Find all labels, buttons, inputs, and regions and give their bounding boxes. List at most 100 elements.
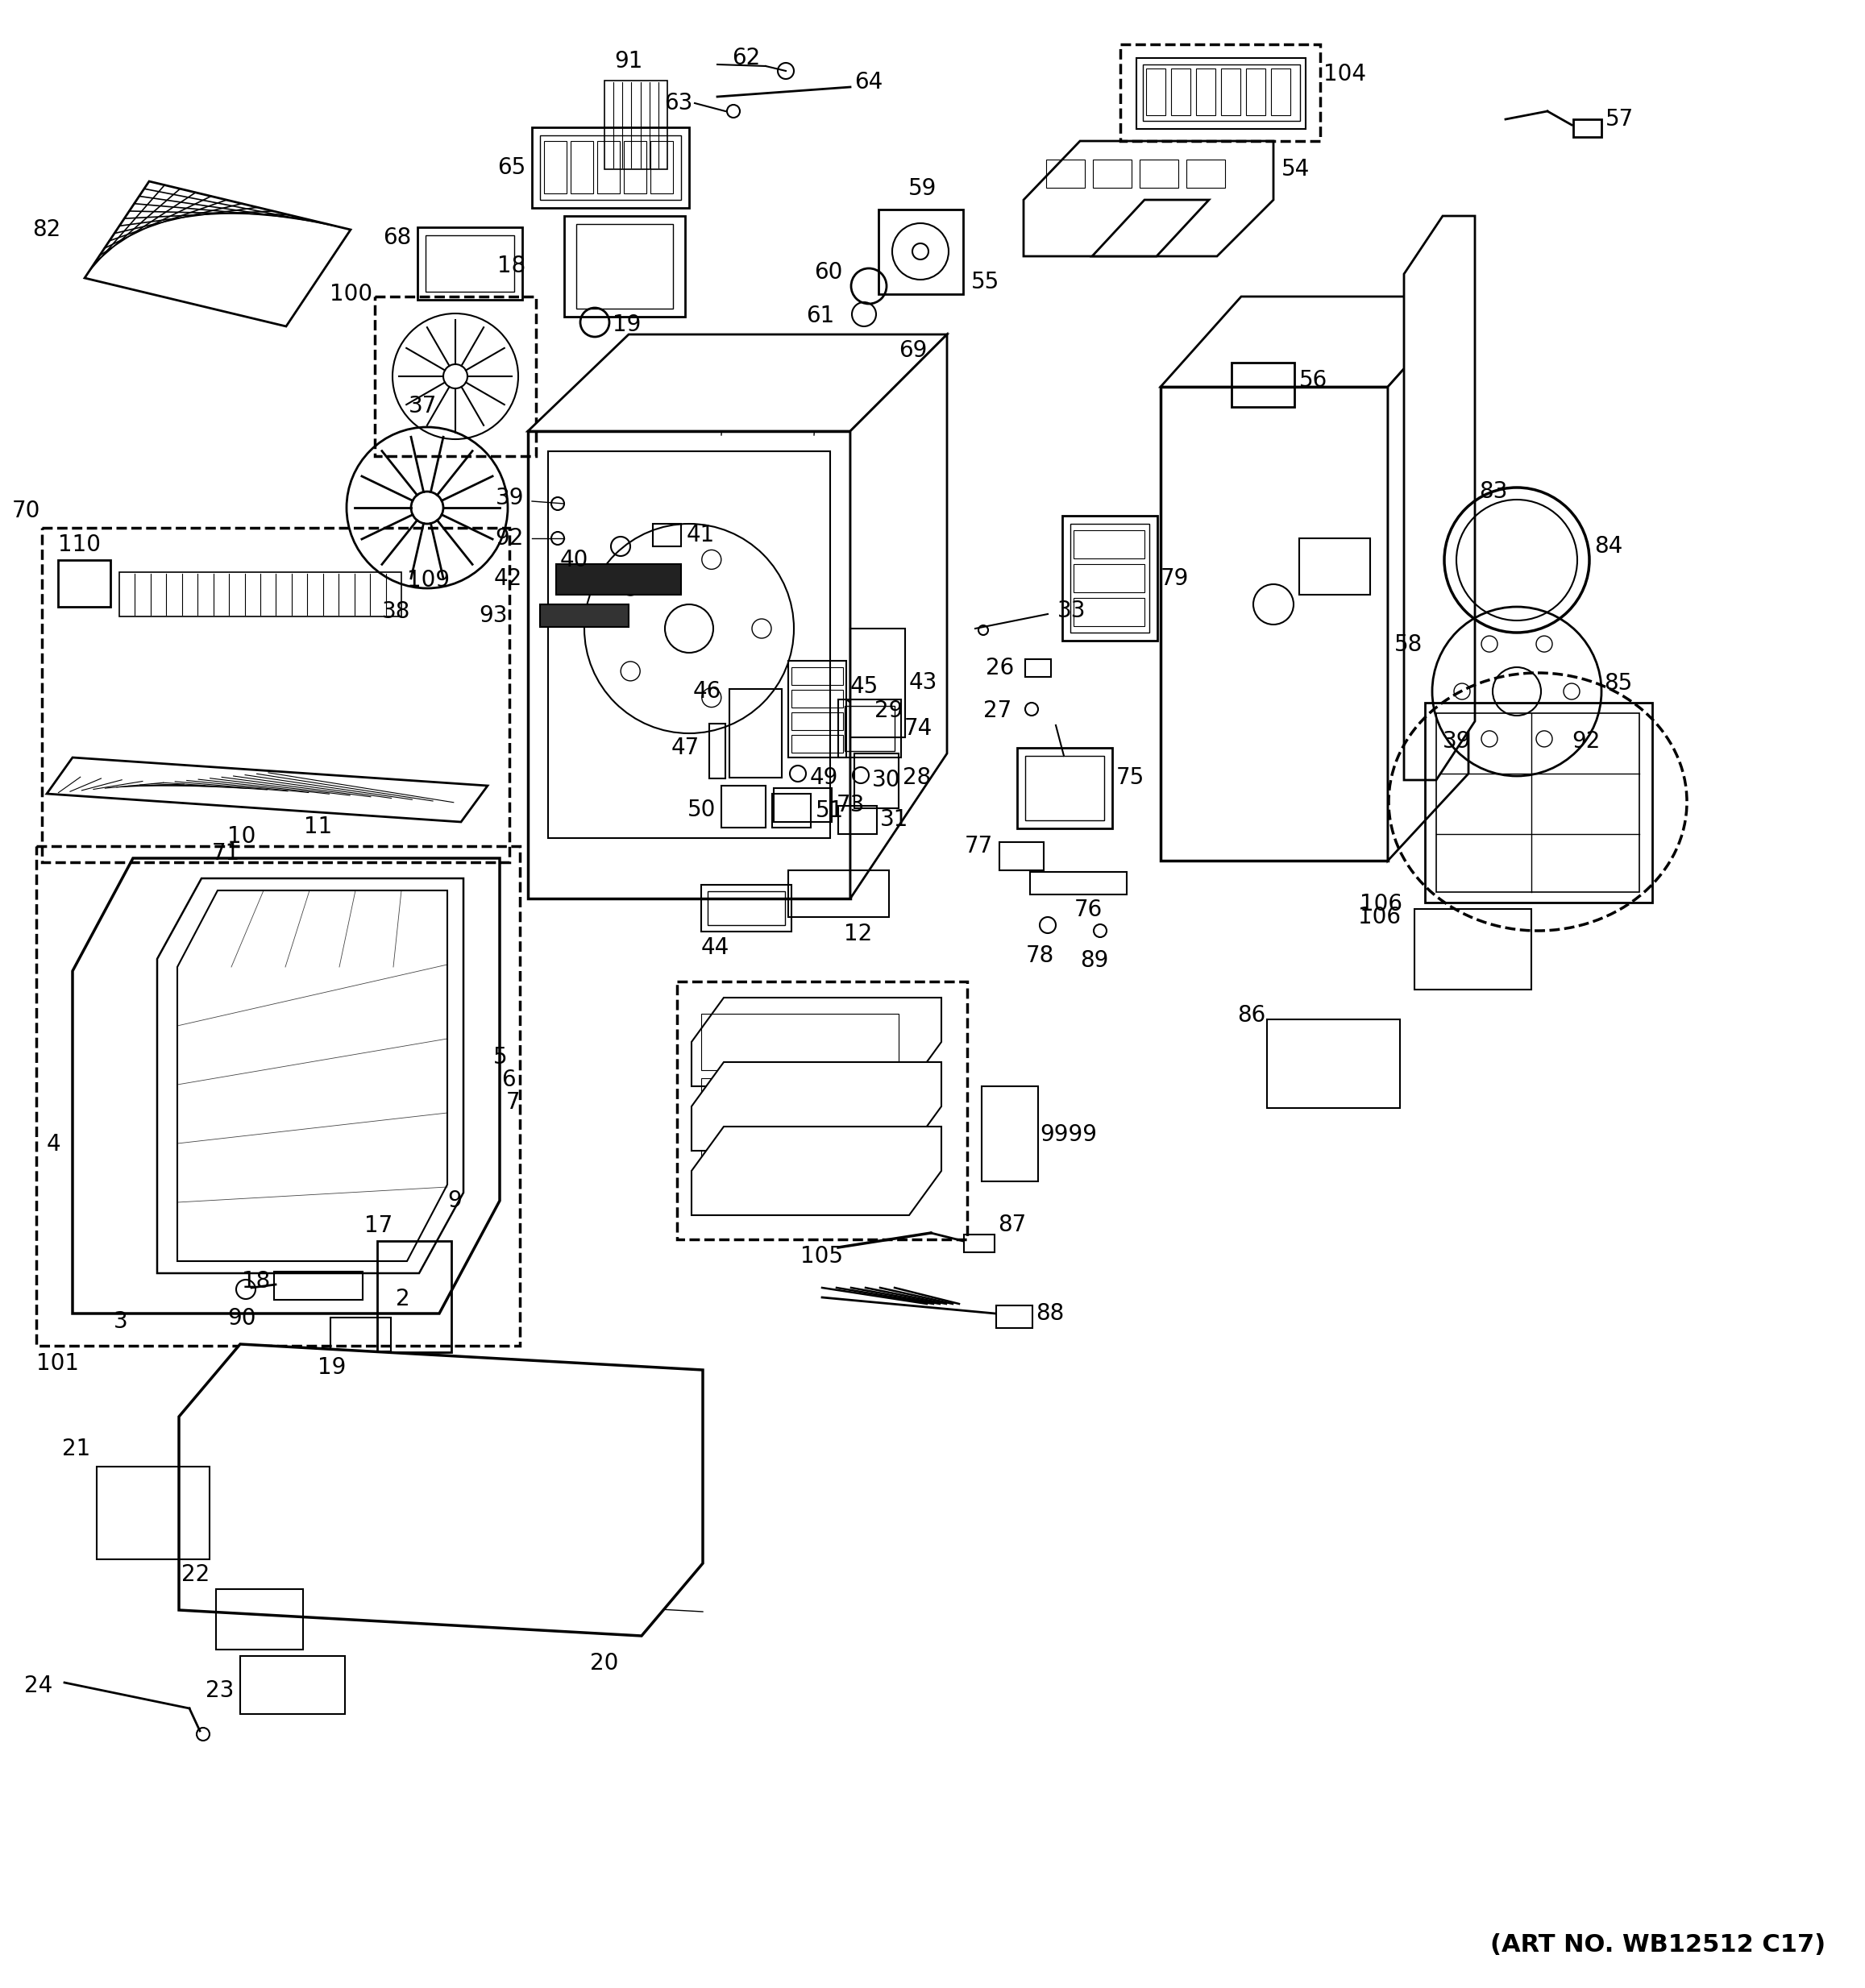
Bar <box>1074 565 1145 592</box>
Text: 79: 79 <box>1160 567 1190 590</box>
Bar <box>651 141 673 193</box>
Bar <box>791 736 843 753</box>
Bar <box>35 847 520 1346</box>
Bar <box>1074 531 1145 559</box>
Bar <box>216 1588 302 1650</box>
Bar <box>964 1235 994 1252</box>
Bar <box>850 628 905 738</box>
Bar <box>791 712 843 730</box>
Bar <box>701 1014 899 1070</box>
Text: 29: 29 <box>875 700 903 722</box>
Bar <box>41 529 509 863</box>
Bar <box>837 805 877 835</box>
Bar <box>375 296 535 455</box>
Bar <box>722 785 767 827</box>
Text: 40: 40 <box>559 549 587 571</box>
Polygon shape <box>1160 388 1388 861</box>
Bar <box>597 141 619 193</box>
Text: 64: 64 <box>854 72 882 93</box>
Bar <box>774 787 832 821</box>
Text: 47: 47 <box>671 736 699 759</box>
Bar <box>576 225 673 308</box>
Text: 54: 54 <box>1281 157 1309 181</box>
Text: 65: 65 <box>498 157 526 179</box>
Text: 92: 92 <box>496 527 524 549</box>
Polygon shape <box>850 334 947 899</box>
Bar <box>548 451 830 839</box>
Bar <box>845 706 895 751</box>
Text: 78: 78 <box>1026 944 1054 966</box>
Text: 75: 75 <box>1117 765 1145 789</box>
Bar <box>707 891 785 924</box>
Text: 56: 56 <box>1300 370 1328 392</box>
Bar <box>1171 68 1190 115</box>
Text: 82: 82 <box>32 219 60 241</box>
Bar <box>1300 539 1371 594</box>
Bar <box>1026 660 1052 676</box>
Text: 59: 59 <box>908 177 936 201</box>
Text: 87: 87 <box>998 1213 1026 1237</box>
Bar <box>878 209 962 294</box>
Bar <box>1272 68 1291 115</box>
Text: 104: 104 <box>1324 64 1365 85</box>
Text: 27: 27 <box>983 700 1011 722</box>
Bar <box>541 135 681 201</box>
Bar <box>545 141 567 193</box>
Bar <box>1246 68 1264 115</box>
Bar <box>701 885 791 932</box>
Bar <box>1046 159 1085 187</box>
Text: 61: 61 <box>806 304 834 328</box>
Bar <box>1140 159 1179 187</box>
Bar <box>1147 68 1166 115</box>
Text: 28: 28 <box>903 765 931 789</box>
Polygon shape <box>528 334 947 431</box>
Text: 19: 19 <box>612 314 642 336</box>
Bar <box>1436 714 1639 893</box>
Text: 22: 22 <box>181 1563 209 1586</box>
Text: 38: 38 <box>382 600 410 622</box>
Text: 5: 5 <box>492 1046 507 1068</box>
Text: 10: 10 <box>228 825 256 847</box>
Bar <box>119 573 401 616</box>
Text: 62: 62 <box>731 48 761 70</box>
Text: 20: 20 <box>589 1652 619 1674</box>
Text: 57: 57 <box>1606 107 1634 131</box>
Text: 21: 21 <box>62 1437 90 1459</box>
Bar <box>565 217 684 316</box>
Bar <box>97 1467 209 1559</box>
Text: 45: 45 <box>850 676 878 698</box>
Text: 106: 106 <box>1358 907 1401 928</box>
Text: 12: 12 <box>845 922 873 944</box>
Text: 24: 24 <box>24 1674 52 1698</box>
Text: 4: 4 <box>47 1133 60 1155</box>
Bar <box>1074 598 1145 626</box>
Bar <box>701 1077 899 1135</box>
Text: 49: 49 <box>809 765 839 789</box>
Text: 2: 2 <box>395 1288 410 1310</box>
Bar <box>1186 159 1225 187</box>
Bar <box>274 1272 362 1300</box>
Text: 33: 33 <box>1057 600 1085 622</box>
Bar <box>791 668 843 686</box>
Bar <box>1026 755 1104 821</box>
Bar <box>677 982 968 1239</box>
Text: 23: 23 <box>205 1680 233 1702</box>
Bar <box>1000 843 1044 871</box>
Bar <box>791 690 843 708</box>
Text: 3: 3 <box>114 1310 129 1332</box>
Bar <box>1143 64 1300 121</box>
Text: 109: 109 <box>407 569 449 592</box>
Bar <box>1016 747 1112 829</box>
Text: 11: 11 <box>304 815 332 839</box>
Text: 18: 18 <box>498 254 526 276</box>
Text: 19: 19 <box>317 1356 347 1380</box>
Text: 69: 69 <box>899 340 927 362</box>
Polygon shape <box>1160 296 1468 388</box>
Bar <box>241 1656 345 1714</box>
Bar <box>556 565 681 594</box>
Text: 41: 41 <box>686 523 714 547</box>
Bar <box>1136 58 1305 129</box>
Text: 7: 7 <box>505 1091 520 1113</box>
Polygon shape <box>1404 217 1475 779</box>
Bar <box>837 700 901 757</box>
